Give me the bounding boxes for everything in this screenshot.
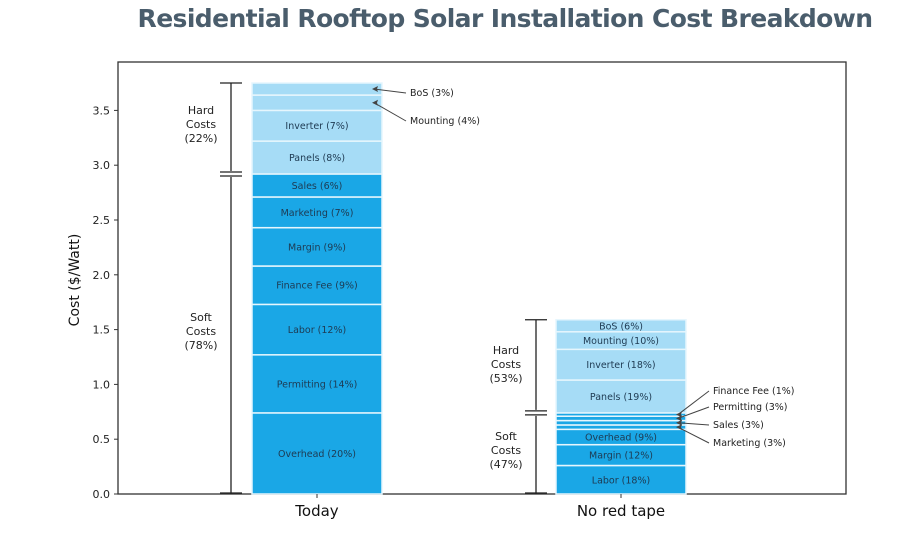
annotation-arrow	[677, 422, 710, 426]
annotation-arrow	[373, 102, 407, 122]
hard-costs-label: (22%)	[184, 132, 217, 145]
bars: Overhead (20%) Permitting (14%) Labor (12%…	[184, 82, 795, 495]
bar-segment	[251, 94, 383, 112]
plot-frame	[117, 61, 847, 495]
soft-costs-label: Soft	[495, 430, 517, 443]
soft-costs-label: (78%)	[184, 339, 217, 352]
hard-costs-label: Hard	[188, 104, 214, 117]
segment-label: Labor (18%)	[592, 475, 650, 486]
annotation-arrow	[677, 426, 710, 444]
arrowhead-icon	[676, 411, 682, 418]
bar-segment	[555, 379, 687, 414]
y-tick-label: 2.0	[93, 269, 111, 282]
segment-label: Panels (8%)	[289, 153, 345, 164]
y-axis-label: Cost ($/Watt)	[67, 234, 83, 327]
segment-label: Panels (19%)	[590, 392, 652, 403]
arrowhead-icon	[372, 86, 378, 93]
y-tick-label: 3.0	[93, 159, 111, 172]
annotation-arrow	[677, 390, 710, 415]
annotation-label: Permitting (3%)	[713, 402, 788, 413]
hard-costs-label: Costs	[491, 358, 521, 371]
bar-segment	[555, 318, 687, 333]
annotation-arrow	[677, 406, 710, 419]
segment-label: Marketing (7%)	[281, 208, 354, 219]
y-tick-label: 0.0	[93, 488, 111, 501]
y-tick-label: 2.5	[93, 214, 111, 227]
x-category-label: Today	[294, 502, 339, 520]
hard-costs-label: Hard	[493, 344, 519, 357]
segment-label: Labor (12%)	[288, 325, 346, 336]
annotation-label: Finance Fee (1%)	[713, 386, 795, 397]
y-tick-label: 0.5	[93, 433, 111, 446]
segment-label: Inverter (7%)	[285, 121, 348, 132]
soft-costs-label: Soft	[190, 311, 212, 324]
annotation-label: Mounting (4%)	[410, 116, 480, 127]
segment-label: Margin (12%)	[589, 451, 653, 462]
annotation-label: BoS (3%)	[410, 88, 454, 99]
annotation-arrow	[373, 88, 407, 94]
annotation-label: Marketing (3%)	[713, 438, 786, 449]
soft-costs-label: Costs	[186, 325, 216, 338]
annotation-label: Sales (3%)	[713, 420, 764, 431]
x-category-label: No red tape	[577, 502, 665, 520]
arrowhead-icon	[676, 415, 682, 422]
segment-label: Finance Fee (9%)	[276, 281, 358, 292]
bar-today: Overhead (20%) Permitting (14%) Labor (12%…	[184, 82, 480, 495]
soft-costs-label: (47%)	[489, 458, 522, 471]
bar-segment	[251, 82, 383, 96]
y-tick-label: 1.5	[93, 324, 111, 337]
y-tick-label: 1.0	[93, 378, 111, 391]
arrowhead-icon	[372, 99, 378, 106]
bar-segment	[251, 265, 383, 306]
bar-segment	[251, 354, 383, 414]
arrowhead-icon	[676, 419, 682, 426]
segment-label: Mounting (10%)	[583, 336, 659, 347]
bar-segment	[251, 412, 383, 495]
y-axis: 0.0 0.5 1.0 1.5 2.0 2.5 3.0 3.5	[93, 104, 118, 501]
x-axis: Today No red tape	[294, 494, 665, 520]
soft-costs-label: Costs	[491, 444, 521, 457]
chart-title: Residential Rooftop Solar Installation C…	[137, 4, 873, 33]
segment-label: Overhead (9%)	[585, 433, 657, 444]
bar-no-red-tape: Labor (18%) Margin (12%) Overhead (9%) Pane…	[489, 318, 795, 495]
segment-label: BoS (6%)	[599, 321, 643, 332]
segment-label: Margin (9%)	[288, 242, 346, 253]
bar-segment	[555, 348, 687, 381]
y-tick-label: 3.5	[93, 104, 111, 117]
hard-costs-label: (53%)	[489, 372, 522, 385]
arrowhead-icon	[676, 424, 682, 431]
hard-costs-label: Costs	[186, 118, 216, 131]
segment-label: Sales (6%)	[292, 181, 343, 192]
segment-label: Inverter (18%)	[586, 360, 655, 371]
segment-label: Permitting (14%)	[277, 379, 358, 390]
segment-label: Overhead (20%)	[278, 449, 356, 460]
